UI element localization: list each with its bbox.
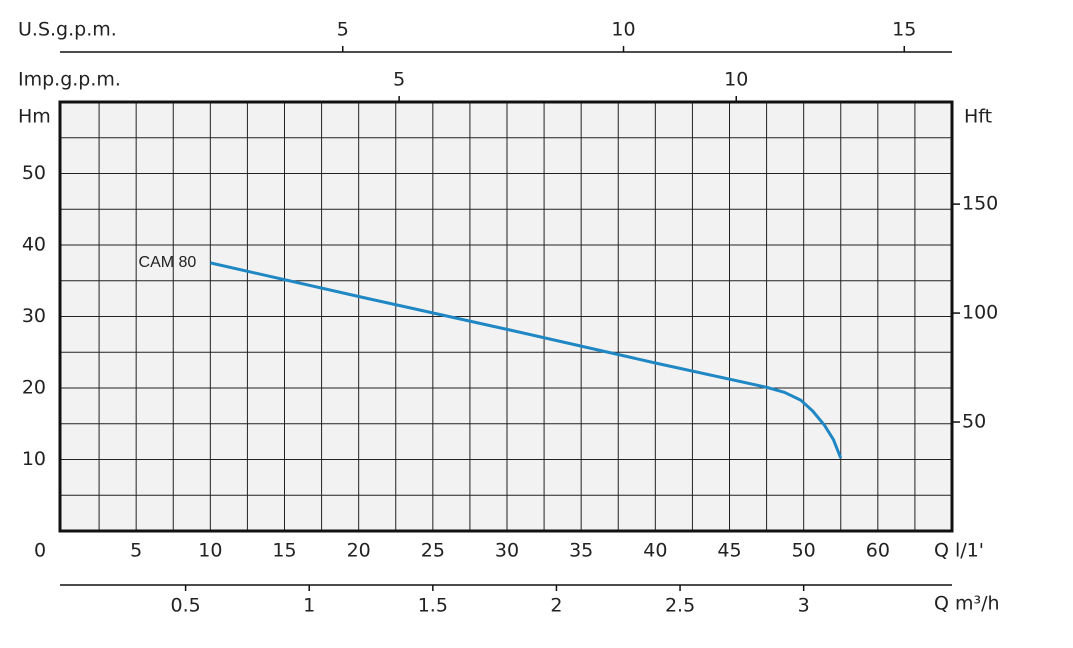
x-tick-label: 25	[421, 540, 445, 562]
y-tick-label: 40	[22, 234, 46, 256]
plot-border	[58, 100, 954, 533]
y2-tick-label: 50	[962, 411, 986, 433]
y2-tick-label: 100	[962, 302, 998, 324]
x-tick-label: 5	[130, 540, 142, 562]
y-tick-label: 20	[22, 377, 46, 399]
secondary-tick-label: 3	[798, 595, 810, 617]
x-axis-label: Q l/1'	[934, 540, 984, 562]
curve	[210, 261, 843, 459]
y2-axis-label: Hft	[964, 106, 992, 128]
secondary-tick-label: 5	[393, 69, 405, 91]
secondary-tick-label: 2.5	[665, 595, 695, 617]
x-tick-label: 35	[569, 540, 593, 562]
x-tick-label: 20	[347, 540, 371, 562]
x-tick-label: 10	[198, 540, 222, 562]
secondary-tick-label: 10	[611, 19, 635, 41]
x-tick-label: 15	[272, 540, 296, 562]
secondary-tick-label: 2	[550, 595, 562, 617]
secondary-axis-label: Imp.g.p.m.	[18, 69, 121, 91]
secondary-axis-label: Q m³/h	[934, 593, 1000, 615]
secondary-tick-label: 1.5	[418, 595, 448, 617]
y-tick-label: 10	[22, 448, 46, 470]
secondary-tick-label: 15	[892, 19, 916, 41]
secondary-tick-label: 1	[303, 595, 315, 617]
x-tick-label: 50	[792, 540, 816, 562]
y-tick-label: 50	[22, 162, 46, 184]
origin-label: 0	[34, 540, 46, 562]
series-label: CAM 80	[139, 254, 197, 271]
secondary-tick-label: 5	[337, 19, 349, 41]
y2-tick-label: 150	[962, 193, 998, 215]
secondary-axis-label: U.S.g.p.m.	[18, 19, 117, 41]
y-axis-label: Hm	[18, 106, 51, 128]
x-tick-label: 60	[866, 540, 890, 562]
x-tick-label: 45	[717, 540, 741, 562]
x-tick-label: 30	[495, 540, 519, 562]
secondary-tick-label: 0.5	[171, 595, 201, 617]
y-tick-label: 30	[22, 305, 46, 327]
x-tick-label: 40	[643, 540, 667, 562]
secondary-tick-label: 10	[724, 69, 748, 91]
